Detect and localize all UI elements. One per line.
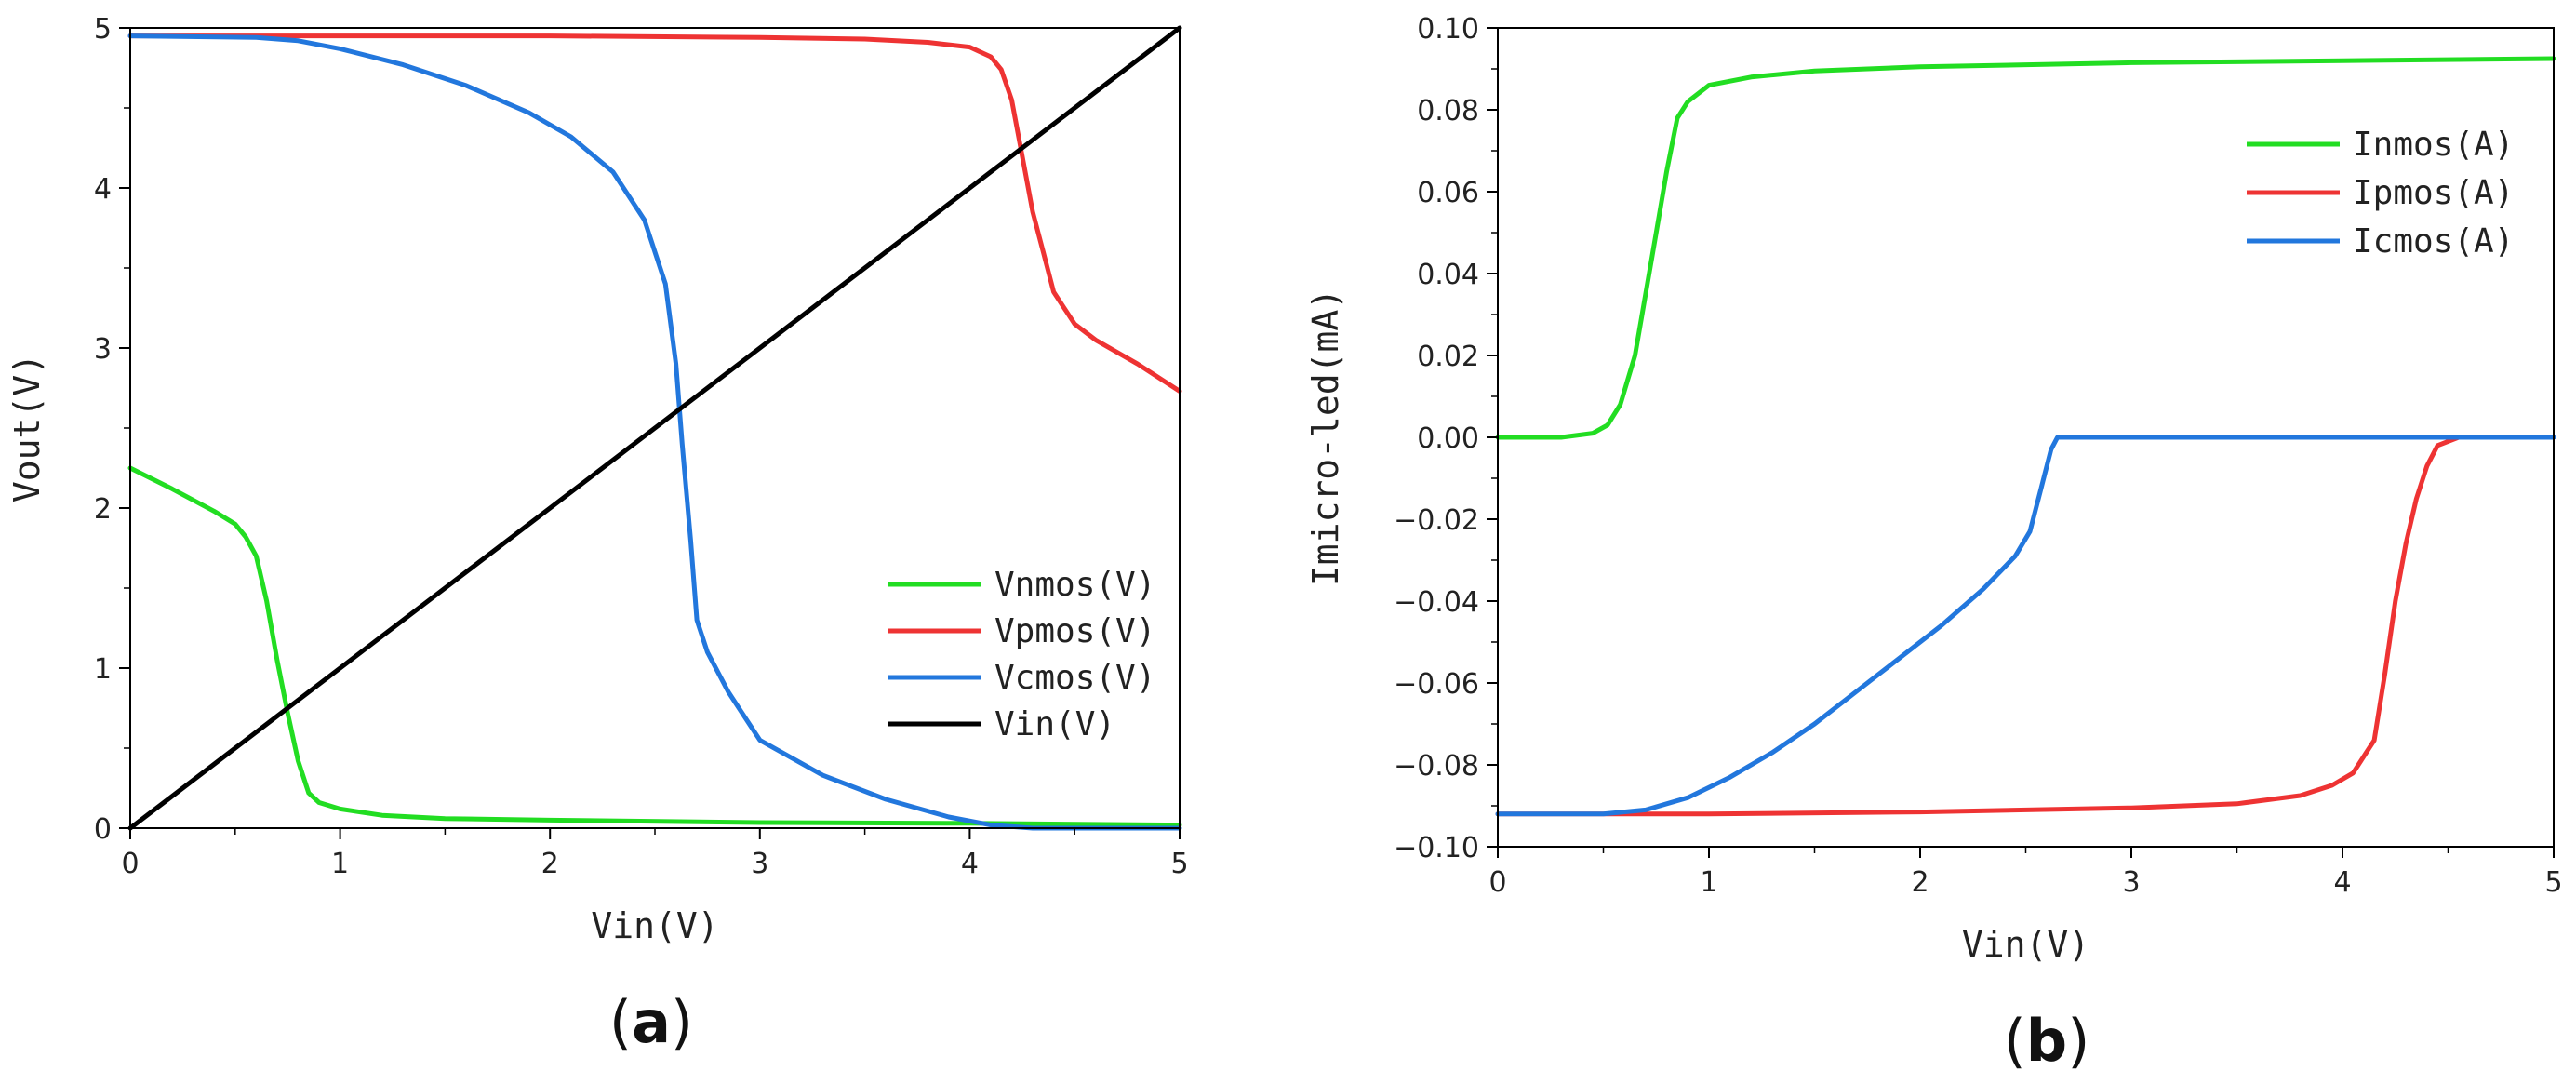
x-tick-label-b: 5: [2544, 866, 2562, 899]
x-tick-label-a: 4: [961, 848, 979, 880]
y-tick-label-b: −0.10: [1394, 832, 1479, 864]
y-tick-label-a: 1: [94, 653, 112, 686]
x-axis-label-a: Vin(V): [591, 905, 718, 946]
y-tick-label-b: 0.02: [1417, 341, 1479, 373]
y-tick-label-a: 5: [94, 13, 112, 46]
legend-label-a-3: Vin(V): [994, 705, 1115, 743]
panel-label-b-text: b: [2026, 1007, 2067, 1071]
x-tick-label-b: 4: [2333, 866, 2351, 899]
y-tick-label-a: 0: [94, 813, 112, 846]
y-tick-label-a: 2: [94, 493, 112, 526]
panel-label-b: (b): [2004, 1007, 2090, 1071]
y-tick-label-b: −0.04: [1394, 586, 1479, 619]
legend-label-a-2: Vcmos(V): [994, 659, 1155, 697]
y-tick-label-a: 4: [94, 173, 112, 206]
y-tick-label-a: 3: [94, 333, 112, 366]
series-line-a-2: [127, 33, 1182, 831]
y-tick-label-b: −0.06: [1394, 668, 1479, 701]
y-tick-label-b: 0.08: [1417, 95, 1479, 127]
series-line-a-3: [127, 25, 1182, 831]
series-line-b-1: [1495, 435, 2556, 817]
x-tick-label-b: 2: [1911, 866, 1929, 899]
x-tick-label-b: 1: [1700, 866, 1717, 899]
panel-label-a-text: a: [632, 988, 671, 1056]
legend-a: Vnmos(V) Vpmos(V) Vcmos(V) Vin(V): [888, 566, 1155, 743]
legend-label-a-0: Vnmos(V): [994, 566, 1155, 604]
series-line-a-0: [127, 465, 1182, 828]
series-line-b-2: [1495, 435, 2556, 817]
y-axis-label-b: Imicro-led(mA): [1305, 288, 1346, 586]
x-tick-label-a: 1: [331, 848, 349, 880]
x-axis-label-b: Vin(V): [1962, 924, 2089, 965]
series-line-b-0: [1495, 56, 2556, 440]
y-tick-label-b: 0.04: [1417, 259, 1479, 291]
legend-b: Inmos(A) Ipmos(A) Icmos(A): [2247, 126, 2514, 261]
x-tick-label-b: 0: [1488, 866, 1506, 899]
x-tick-label-a: 5: [1170, 848, 1188, 880]
x-tick-label-a: 2: [541, 848, 559, 880]
series-line-a-1: [127, 33, 1182, 394]
x-tick-label-a: 3: [751, 848, 768, 880]
y-tick-label-b: −0.08: [1394, 750, 1479, 783]
y-axis-label-a: Vout(V): [7, 354, 47, 502]
chart-panel-b: 0 1 2 3 4 5 0.10 0.08 0.06 0.04 0.02 0.00 −0.02 −0.04…: [1305, 13, 2563, 1071]
y-tick-label-b: −0.02: [1394, 504, 1479, 537]
panel-label-a: (a): [609, 988, 693, 1056]
y-tick-label-b: 0.10: [1417, 13, 1479, 46]
x-tick-label-b: 3: [2122, 866, 2140, 899]
y-tick-label-b: 0.06: [1417, 177, 1479, 209]
x-tick-label-a: 0: [121, 848, 139, 880]
y-tick-label-b: 0.00: [1417, 422, 1479, 455]
legend-label-b-2: Icmos(A): [2353, 222, 2514, 261]
legend-label-b-0: Inmos(A): [2353, 126, 2514, 164]
chart-panel-a: 0 1 2 3 4 5 0 1 2 3 4 5 Vin(V) Vout(V) Vnmos(V) Vpmo…: [7, 13, 1189, 1056]
legend-label-a-1: Vpmos(V): [994, 612, 1155, 650]
legend-label-b-1: Ipmos(A): [2353, 174, 2514, 212]
